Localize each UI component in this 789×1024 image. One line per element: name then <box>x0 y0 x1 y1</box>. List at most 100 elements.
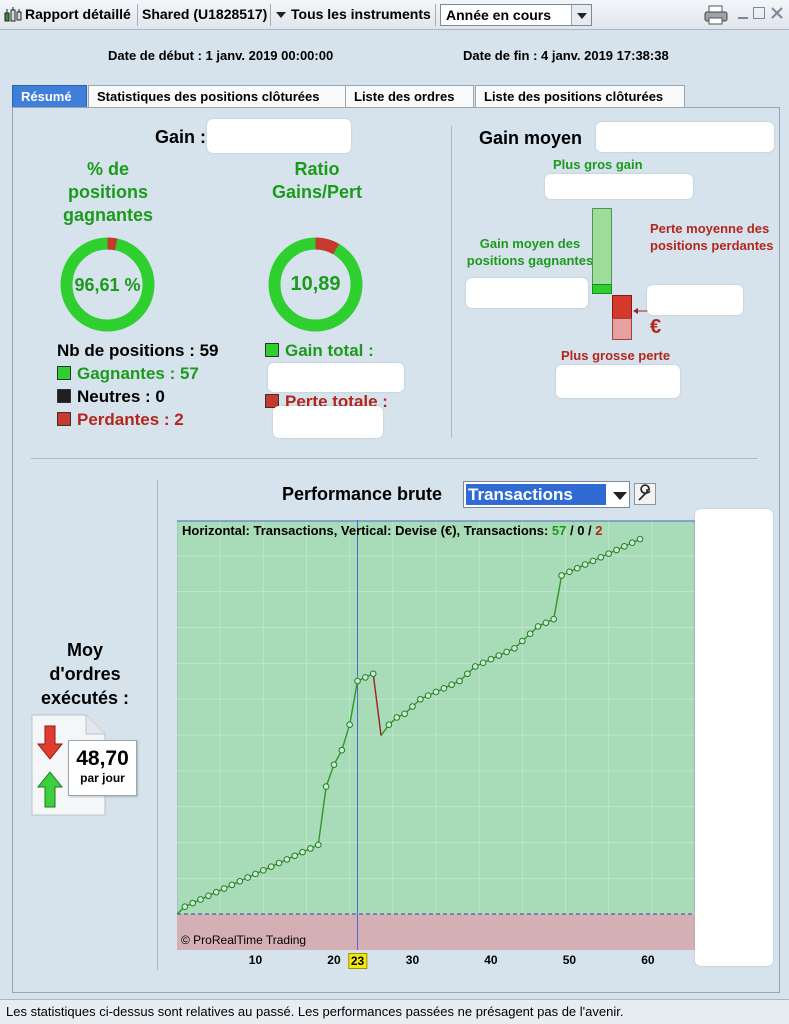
disclaimer-footer: Les statistiques ci-dessus sont relative… <box>0 999 789 1024</box>
arrow-left-icon <box>633 303 649 314</box>
data-point <box>550 615 558 623</box>
data-point <box>409 703 416 710</box>
gain-total-swatch <box>265 343 279 357</box>
data-point <box>244 874 251 881</box>
data-point <box>267 863 275 870</box>
gain-value-box <box>207 119 351 153</box>
ratio-ring: 10,89 <box>268 237 363 332</box>
x-tick-label: 10 <box>248 953 263 967</box>
gain-total-label: Gain total : <box>285 341 374 360</box>
print-icon[interactable] <box>704 5 728 25</box>
performance-title: Performance brute <box>282 484 443 504</box>
x-tick-label: 20 <box>327 953 341 967</box>
gain-moyen-value-box <box>596 122 774 152</box>
avg-gain-bar <box>592 284 612 294</box>
series-segment <box>372 673 382 736</box>
data-point <box>417 695 424 703</box>
winners-count: Gagnantes : 57 <box>77 364 199 383</box>
neutral-count: Neutres : 0 <box>77 387 165 406</box>
period-select[interactable]: Année en cours <box>440 4 592 26</box>
data-point <box>495 652 503 659</box>
win-rate-ring: 96,61 % <box>60 237 155 332</box>
separator <box>270 4 271 26</box>
chevron-down-icon[interactable] <box>571 5 591 25</box>
close-icon[interactable] <box>770 6 784 20</box>
data-point <box>487 655 495 663</box>
chevron-down-icon[interactable] <box>609 484 629 505</box>
performance-mode-value: Transactions <box>466 484 606 505</box>
legend-loss-count: 2 <box>595 523 603 538</box>
tab-closed-positions-list[interactable]: Liste des positions clôturées <box>475 85 685 107</box>
account-button[interactable]: Shared (U1828517) <box>142 6 268 22</box>
data-point <box>228 881 236 889</box>
data-point <box>299 848 306 856</box>
data-point <box>189 899 196 907</box>
data-point <box>636 535 644 543</box>
instruments-dropdown-icon[interactable] <box>276 12 286 18</box>
section-divider <box>157 480 158 970</box>
instruments-dropdown[interactable]: Tous les instruments <box>291 6 431 22</box>
minimize-icon[interactable] <box>738 7 748 21</box>
biggest-loss-value-box <box>556 365 680 398</box>
data-point <box>597 553 605 561</box>
data-point <box>479 659 487 667</box>
biggest-gain-value-box <box>545 174 693 199</box>
data-point <box>197 896 204 903</box>
data-point <box>205 892 212 900</box>
biggest-loss-bar <box>612 318 632 340</box>
data-point <box>573 564 581 572</box>
data-point <box>330 761 338 769</box>
disclaimer-text: Les statistiques ci-dessus sont relative… <box>6 1004 624 1019</box>
data-point <box>471 663 479 670</box>
data-point <box>283 856 291 863</box>
data-point <box>448 681 455 688</box>
start-date: Date de début : 1 janv. 2019 00:00:00 <box>108 48 334 63</box>
losers-count: Perdantes : 2 <box>77 410 184 429</box>
positions-count: Nb de positions : 59 <box>57 341 219 360</box>
data-point <box>362 674 369 681</box>
gain-total-value-box <box>268 363 404 392</box>
separator <box>137 4 138 26</box>
win-rate-loss-arc <box>60 237 155 332</box>
performance-mode-select[interactable]: Transactions <box>463 481 630 508</box>
data-point <box>432 688 440 696</box>
data-point <box>275 859 283 867</box>
winners-swatch <box>57 366 71 380</box>
data-point <box>307 845 314 852</box>
maximize-icon[interactable] <box>753 7 765 19</box>
data-point <box>605 550 612 557</box>
data-point <box>566 568 573 576</box>
legend-separator: / <box>566 523 578 538</box>
data-point <box>526 630 534 638</box>
neutral-swatch <box>57 389 71 403</box>
x-tick-label: 60 <box>641 953 655 967</box>
x-tick-label: 30 <box>405 953 420 967</box>
x-tick-label: 50 <box>562 953 577 967</box>
losers-swatch <box>57 412 71 426</box>
series-segment <box>341 724 351 751</box>
data-point <box>558 572 565 579</box>
data-point <box>519 637 526 645</box>
separator <box>435 4 436 26</box>
biggest-loss-label: Plus grosse perte <box>561 348 671 363</box>
wrench-icon[interactable] <box>634 483 656 505</box>
data-point <box>220 885 228 892</box>
chart-legend: Horizontal: Transactions, Vertical: Devi… <box>182 523 603 538</box>
data-point <box>628 539 636 547</box>
tab-resume[interactable]: Résumé <box>12 85 87 107</box>
data-point <box>385 721 393 729</box>
data-point <box>581 561 589 568</box>
data-point <box>252 870 259 878</box>
legend-separator: / <box>584 523 596 538</box>
data-point <box>338 746 346 754</box>
x-tick-label: 40 <box>484 953 498 967</box>
tab-closed-position-stats[interactable]: Statistiques des positions clôturées <box>88 85 356 107</box>
section-divider <box>31 458 757 459</box>
data-point <box>354 677 361 685</box>
report-icon <box>4 7 22 23</box>
euro-icon: € <box>650 316 662 338</box>
perte-totale-value-box <box>273 406 383 438</box>
series-segment <box>317 786 327 845</box>
tab-orders-list[interactable]: Liste des ordres <box>345 85 474 107</box>
legend-win-count: 57 <box>551 523 567 538</box>
